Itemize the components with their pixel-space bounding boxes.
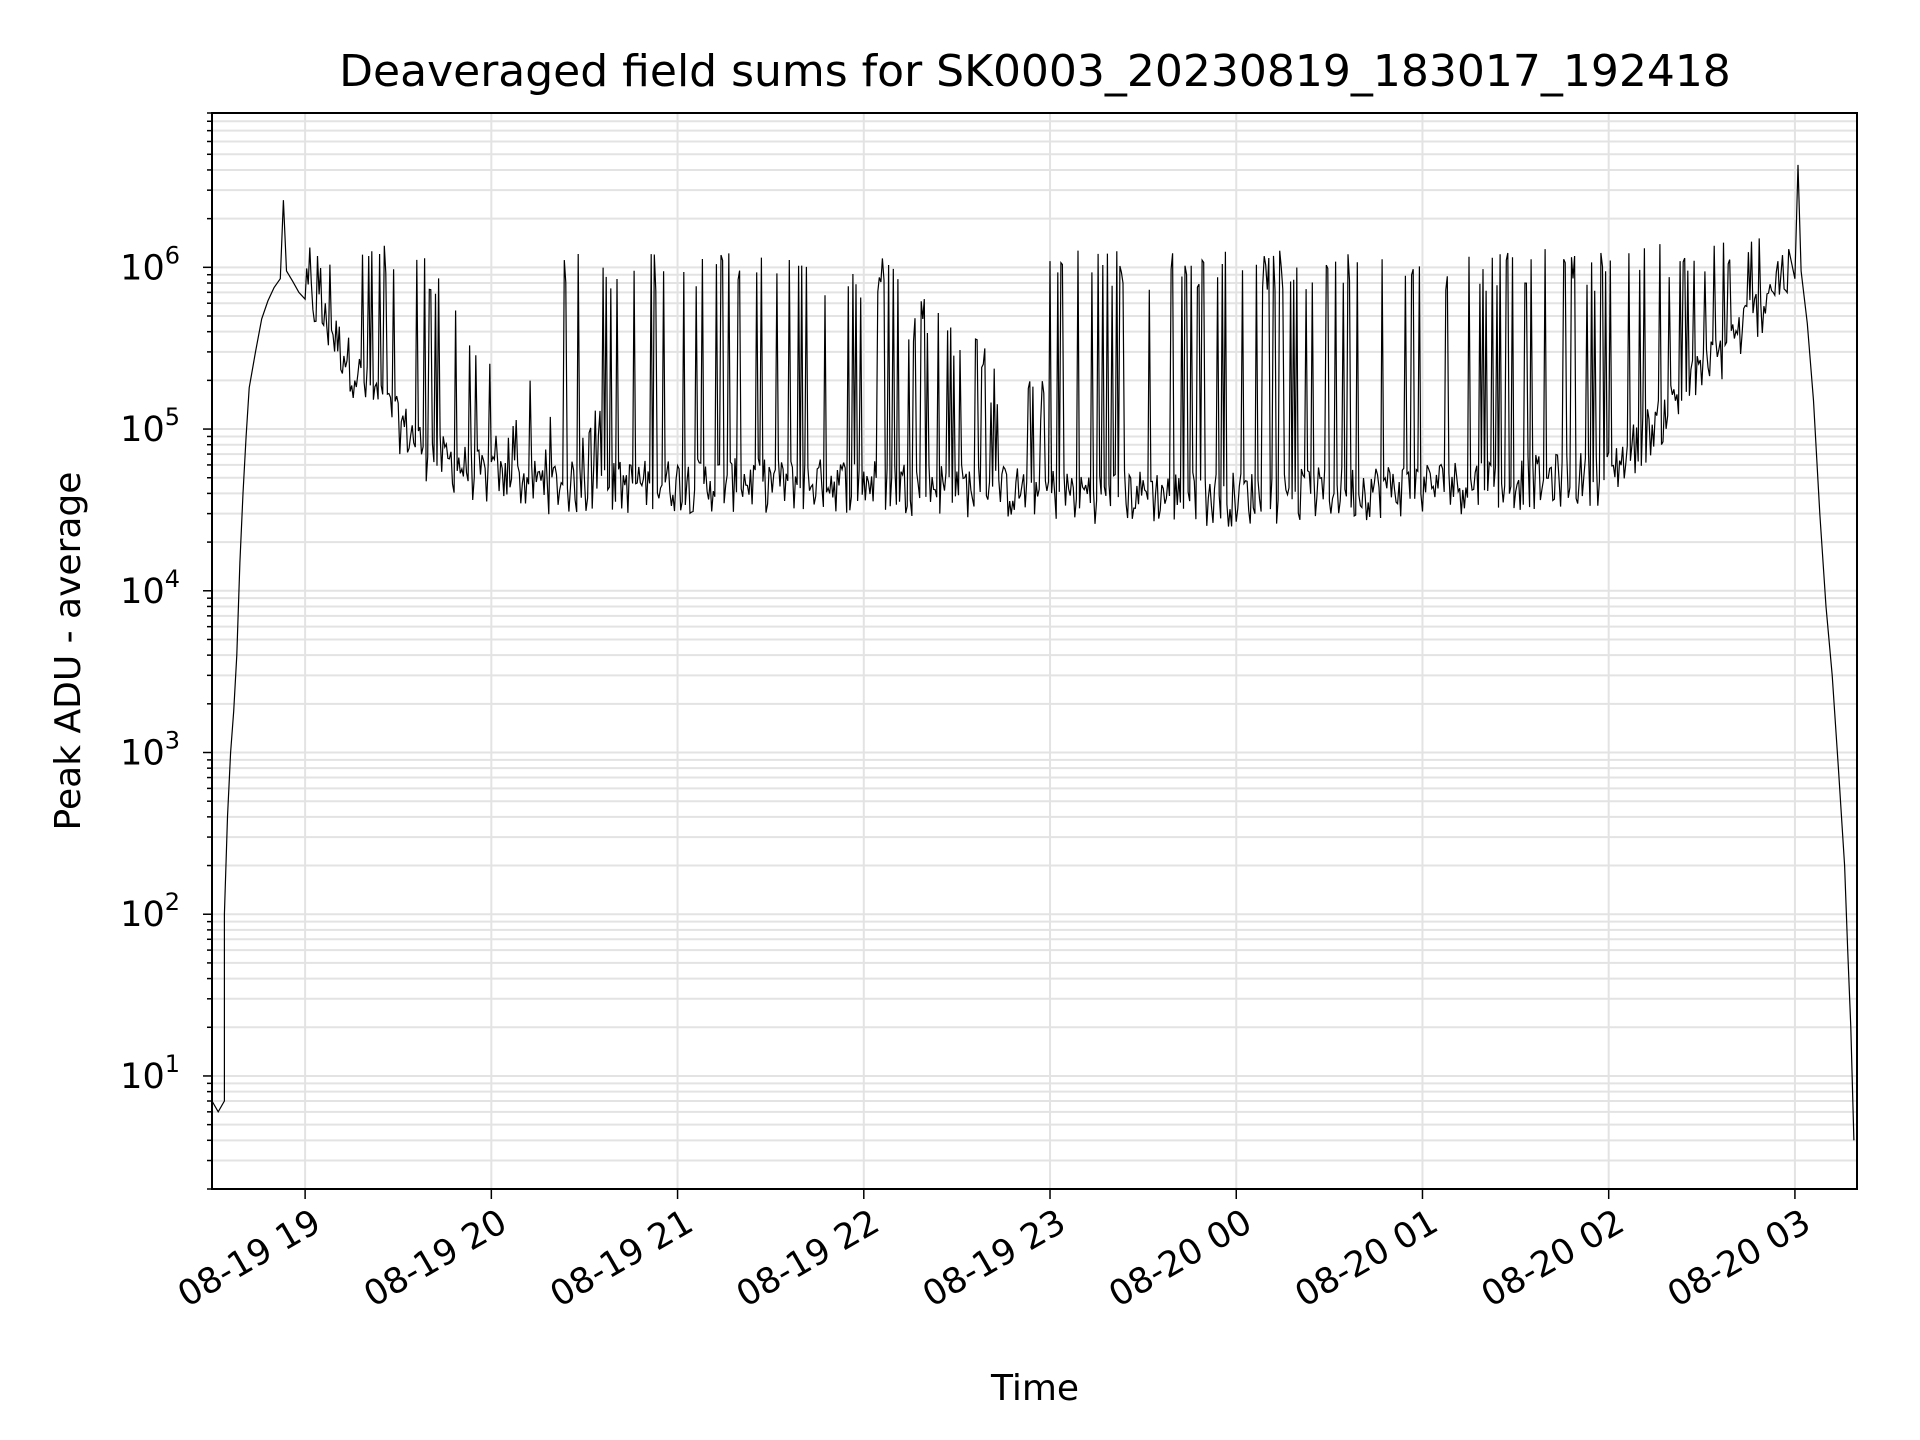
y-axis: 101 102 103 104 105 106 (120, 112, 212, 1190)
grid-lines (212, 112, 1857, 1190)
y-tick-label: 102 (120, 888, 180, 935)
y-tick-label: 104 (120, 565, 180, 612)
chart-title: Deaveraged field sums for SK0003_2023081… (339, 46, 1731, 97)
series-line (211, 164, 1855, 1141)
y-axis-label: Peak ADU - average (48, 472, 89, 831)
y-tick-label: 103 (120, 727, 180, 774)
y-tick-label: 101 (120, 1050, 180, 1097)
plot-frame (211, 112, 1858, 1190)
y-tick-label: 106 (120, 241, 180, 288)
data-series (211, 164, 1855, 1141)
y-tick-label: 105 (120, 403, 180, 450)
x-axis-label: Time (990, 1368, 1079, 1409)
